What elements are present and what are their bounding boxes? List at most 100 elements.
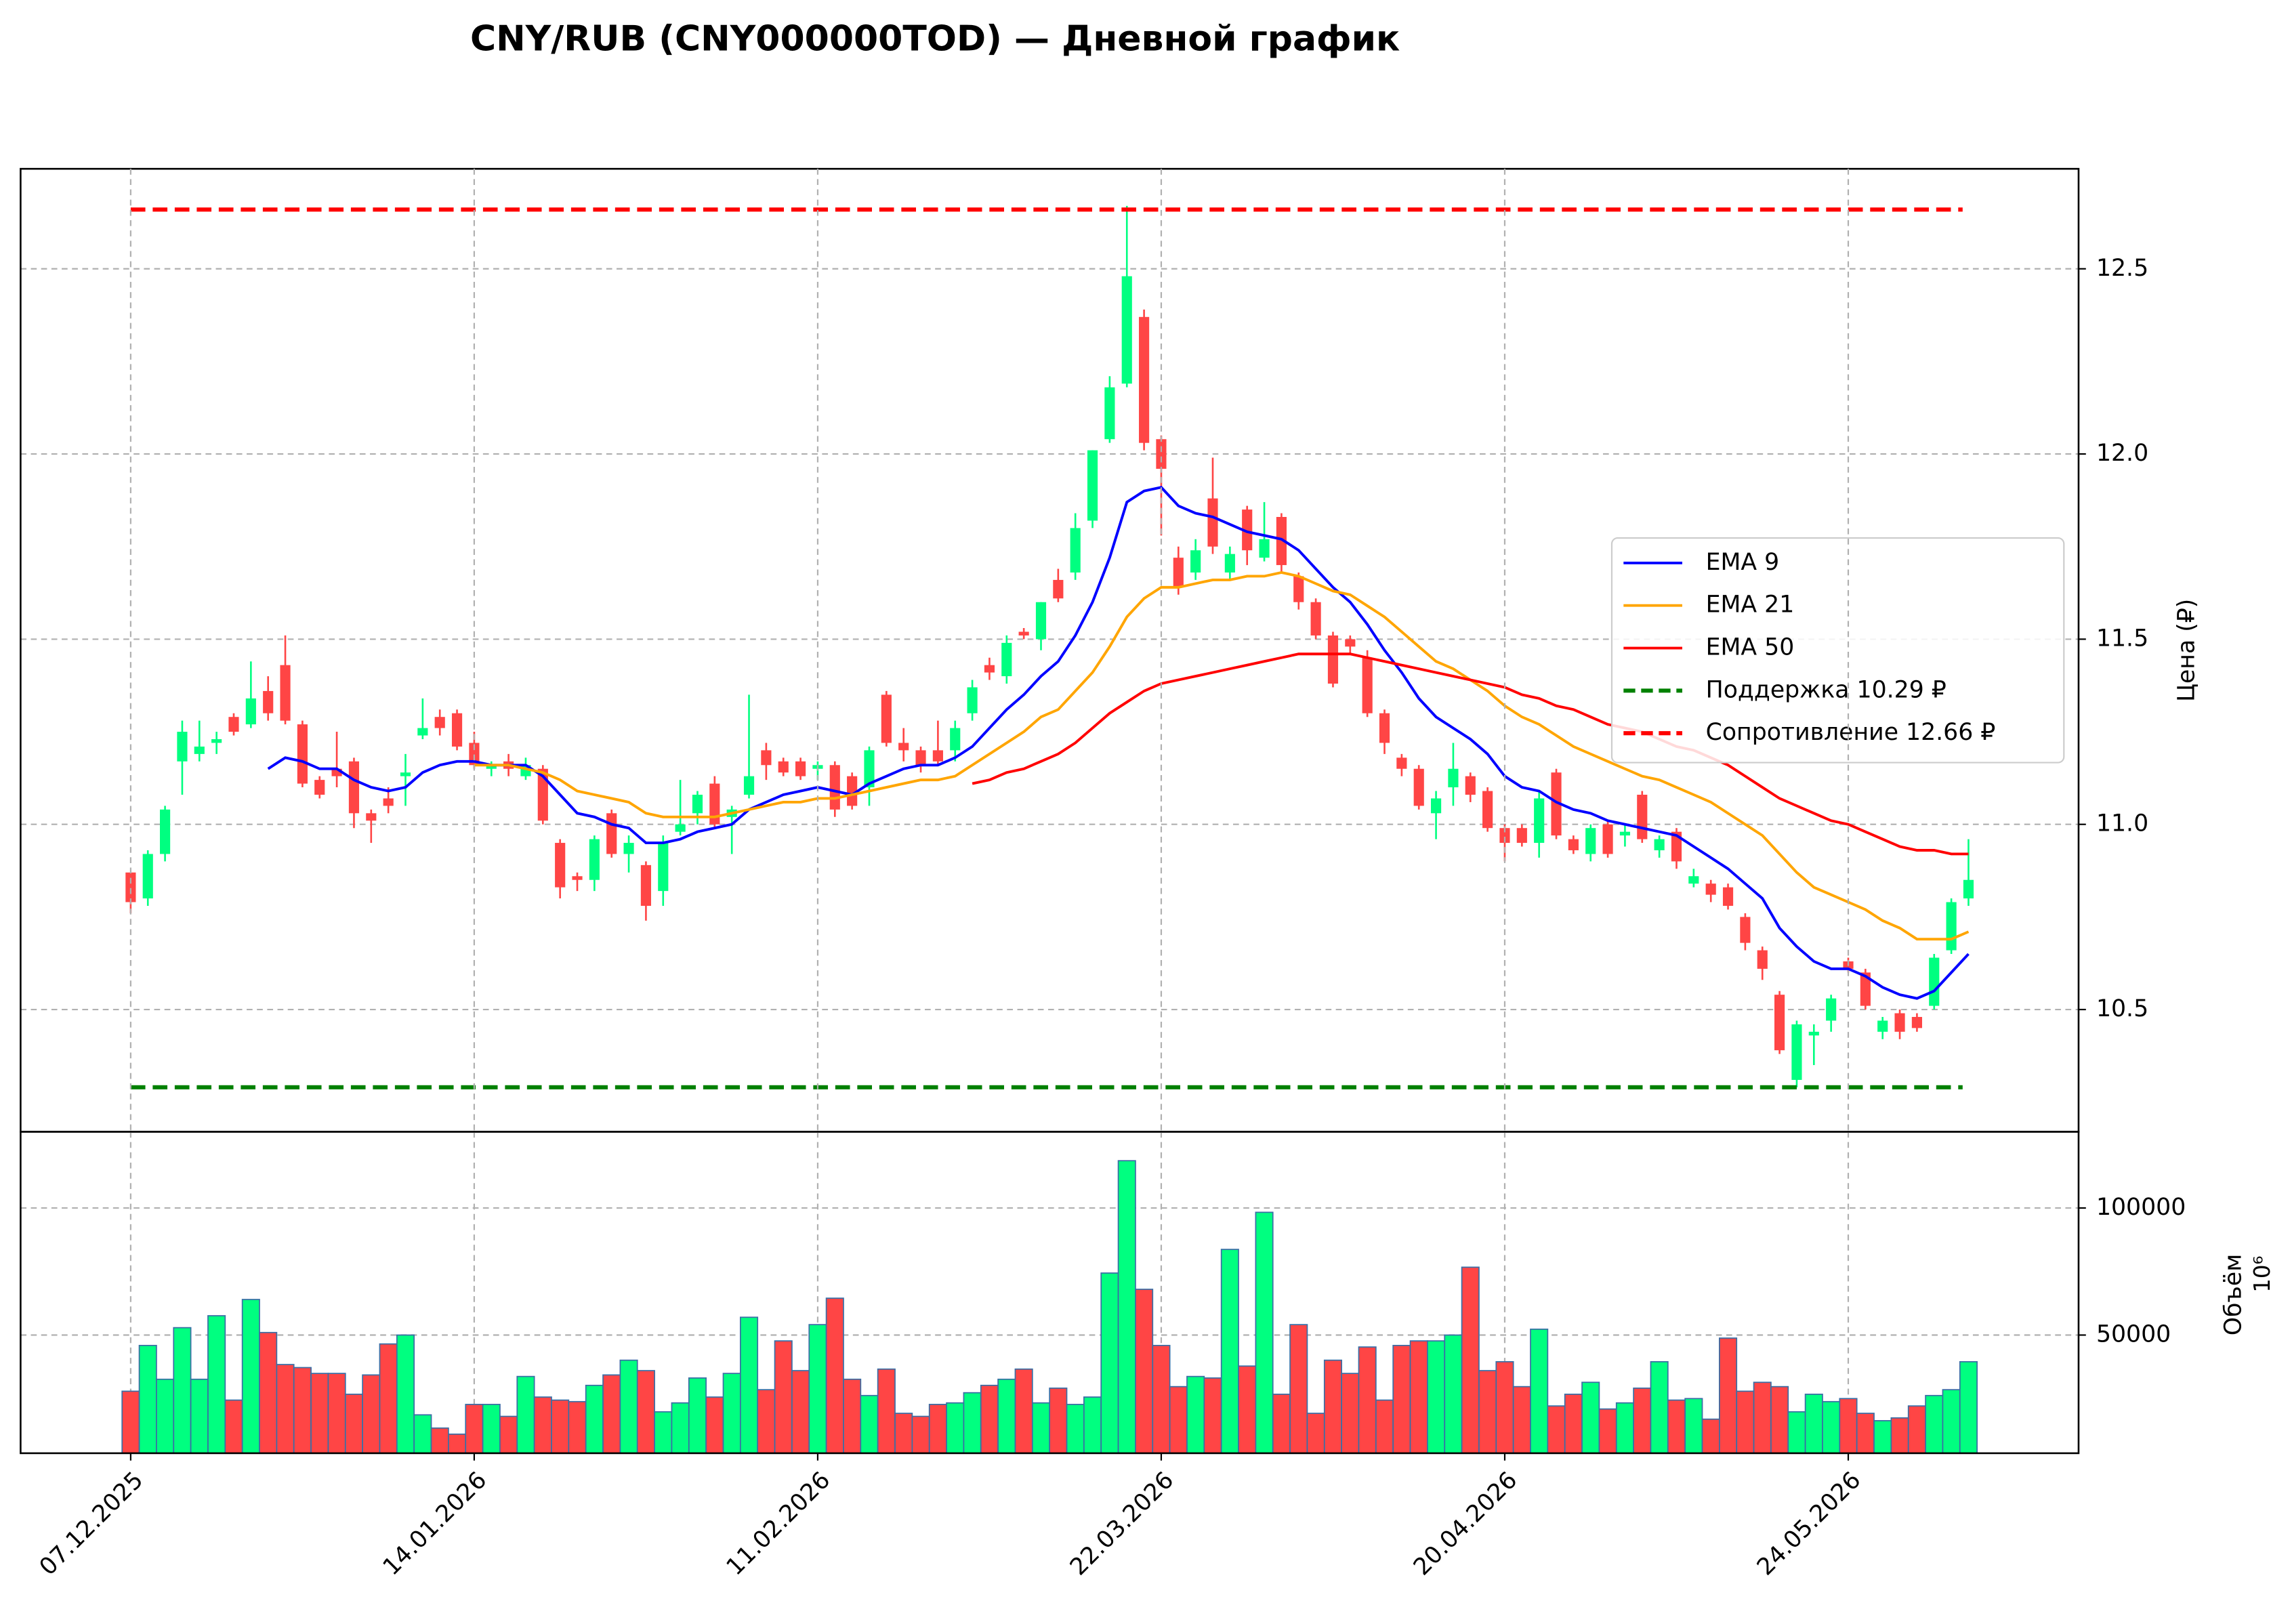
candle-body bbox=[194, 746, 205, 754]
volume-bar bbox=[1220, 1249, 1239, 1454]
legend-box bbox=[1610, 537, 2065, 764]
candle-body bbox=[589, 839, 600, 880]
candle-body bbox=[1156, 439, 1167, 469]
volume-bar bbox=[1942, 1389, 1961, 1454]
volume-bar bbox=[1787, 1411, 1806, 1454]
volume-bar bbox=[1718, 1337, 1738, 1454]
ema-line bbox=[267, 486, 1970, 1000]
candle-body bbox=[1929, 957, 1940, 1006]
volume-bar bbox=[825, 1297, 844, 1454]
y-tick-label: 11.5 bbox=[2096, 625, 2148, 652]
y-tick-label: 50000 bbox=[2096, 1321, 2171, 1348]
volume-bar bbox=[207, 1315, 226, 1454]
candle-body bbox=[1516, 828, 1527, 844]
candle-body bbox=[297, 724, 308, 784]
candle-body bbox=[1362, 657, 1373, 713]
candle-body bbox=[1894, 1013, 1905, 1032]
volume-bar bbox=[465, 1404, 484, 1454]
candle-body bbox=[1705, 883, 1716, 895]
volume-bar bbox=[911, 1415, 930, 1454]
volume-bar bbox=[877, 1368, 896, 1454]
volume-bar bbox=[413, 1414, 432, 1454]
candle-body bbox=[263, 690, 274, 713]
volume-bar bbox=[1186, 1375, 1205, 1454]
volume-bar bbox=[156, 1378, 175, 1454]
axes-frame bbox=[20, 1131, 2080, 1455]
volume-bar bbox=[1238, 1365, 1257, 1454]
x-tick-label: 11.02.2026 bbox=[722, 1467, 836, 1581]
candle-body bbox=[1671, 831, 1682, 862]
x-tick-label: 07.12.2025 bbox=[35, 1467, 149, 1581]
volume-bar bbox=[379, 1343, 398, 1454]
volume-bar bbox=[259, 1331, 278, 1454]
y-axis-label: Объём bbox=[2220, 1254, 2247, 1336]
volume-bar bbox=[1839, 1398, 1858, 1454]
volume-bar bbox=[860, 1394, 879, 1454]
candle-body bbox=[245, 698, 256, 725]
candle-body bbox=[1053, 579, 1064, 599]
volume-bar bbox=[688, 1377, 707, 1454]
candle-body bbox=[778, 761, 789, 773]
volume-bar bbox=[1547, 1405, 1566, 1454]
candle-body bbox=[1310, 602, 1321, 636]
candle-body bbox=[383, 798, 394, 806]
candle-body bbox=[1911, 1016, 1922, 1028]
candle-body bbox=[1242, 509, 1253, 551]
candle-body bbox=[623, 843, 634, 854]
y-tick-label: 100000 bbox=[2096, 1194, 2186, 1221]
volume-bar bbox=[1014, 1368, 1033, 1454]
volume-bar bbox=[739, 1316, 759, 1454]
candle-body bbox=[898, 743, 909, 751]
volume-bar bbox=[1255, 1211, 1274, 1454]
volume-bar bbox=[671, 1402, 690, 1454]
candle-body bbox=[1637, 794, 1648, 839]
volume-bar bbox=[1031, 1402, 1051, 1454]
ema-line bbox=[474, 571, 1970, 941]
candle-body bbox=[228, 717, 239, 732]
candle-body bbox=[658, 843, 669, 892]
volume-bar bbox=[1753, 1381, 1772, 1454]
candle-body bbox=[1070, 528, 1081, 573]
candle-body bbox=[950, 728, 961, 751]
volume-bar bbox=[1444, 1334, 1463, 1454]
candle-body bbox=[1791, 1024, 1802, 1080]
candle-body bbox=[1259, 539, 1270, 558]
volume-bar bbox=[430, 1427, 449, 1454]
volume-bar bbox=[173, 1327, 192, 1454]
candle-body bbox=[1001, 642, 1012, 677]
candle-body bbox=[1963, 879, 1974, 899]
legend-label: Поддержка 10.29 ₽ bbox=[1706, 676, 1946, 703]
candle-body bbox=[1757, 950, 1768, 969]
volume-bar bbox=[705, 1396, 724, 1454]
candle-body bbox=[451, 713, 463, 747]
volume-bar bbox=[1083, 1396, 1102, 1454]
candle-body bbox=[280, 665, 291, 721]
candle-body bbox=[967, 687, 978, 713]
candle-body bbox=[1482, 791, 1493, 829]
candle-body bbox=[640, 865, 652, 906]
volume-bar bbox=[327, 1373, 346, 1454]
volume-bar bbox=[1358, 1346, 1377, 1454]
volume-bar bbox=[396, 1334, 415, 1454]
volume-bar bbox=[1289, 1324, 1308, 1454]
volume-bar bbox=[1564, 1394, 1583, 1454]
volume-bar bbox=[293, 1367, 312, 1454]
volume-bar bbox=[602, 1374, 621, 1454]
volume-bar bbox=[1770, 1386, 1789, 1454]
candle-body bbox=[847, 776, 858, 806]
volume-bar bbox=[1804, 1394, 1823, 1454]
candle-body bbox=[915, 750, 926, 766]
candle-body bbox=[864, 750, 875, 788]
candle-body bbox=[211, 738, 222, 743]
ema-line bbox=[972, 652, 1969, 856]
candle-body bbox=[1499, 828, 1510, 844]
volume-bar bbox=[224, 1399, 243, 1454]
candle-body bbox=[434, 717, 445, 728]
y-axis-label: Цена (₽) bbox=[2173, 599, 2200, 702]
volume-bar bbox=[1530, 1329, 1549, 1454]
volume-bar bbox=[1856, 1413, 1875, 1454]
legend-label: EMA 9 bbox=[1706, 549, 1780, 576]
candle-body bbox=[1379, 713, 1390, 743]
